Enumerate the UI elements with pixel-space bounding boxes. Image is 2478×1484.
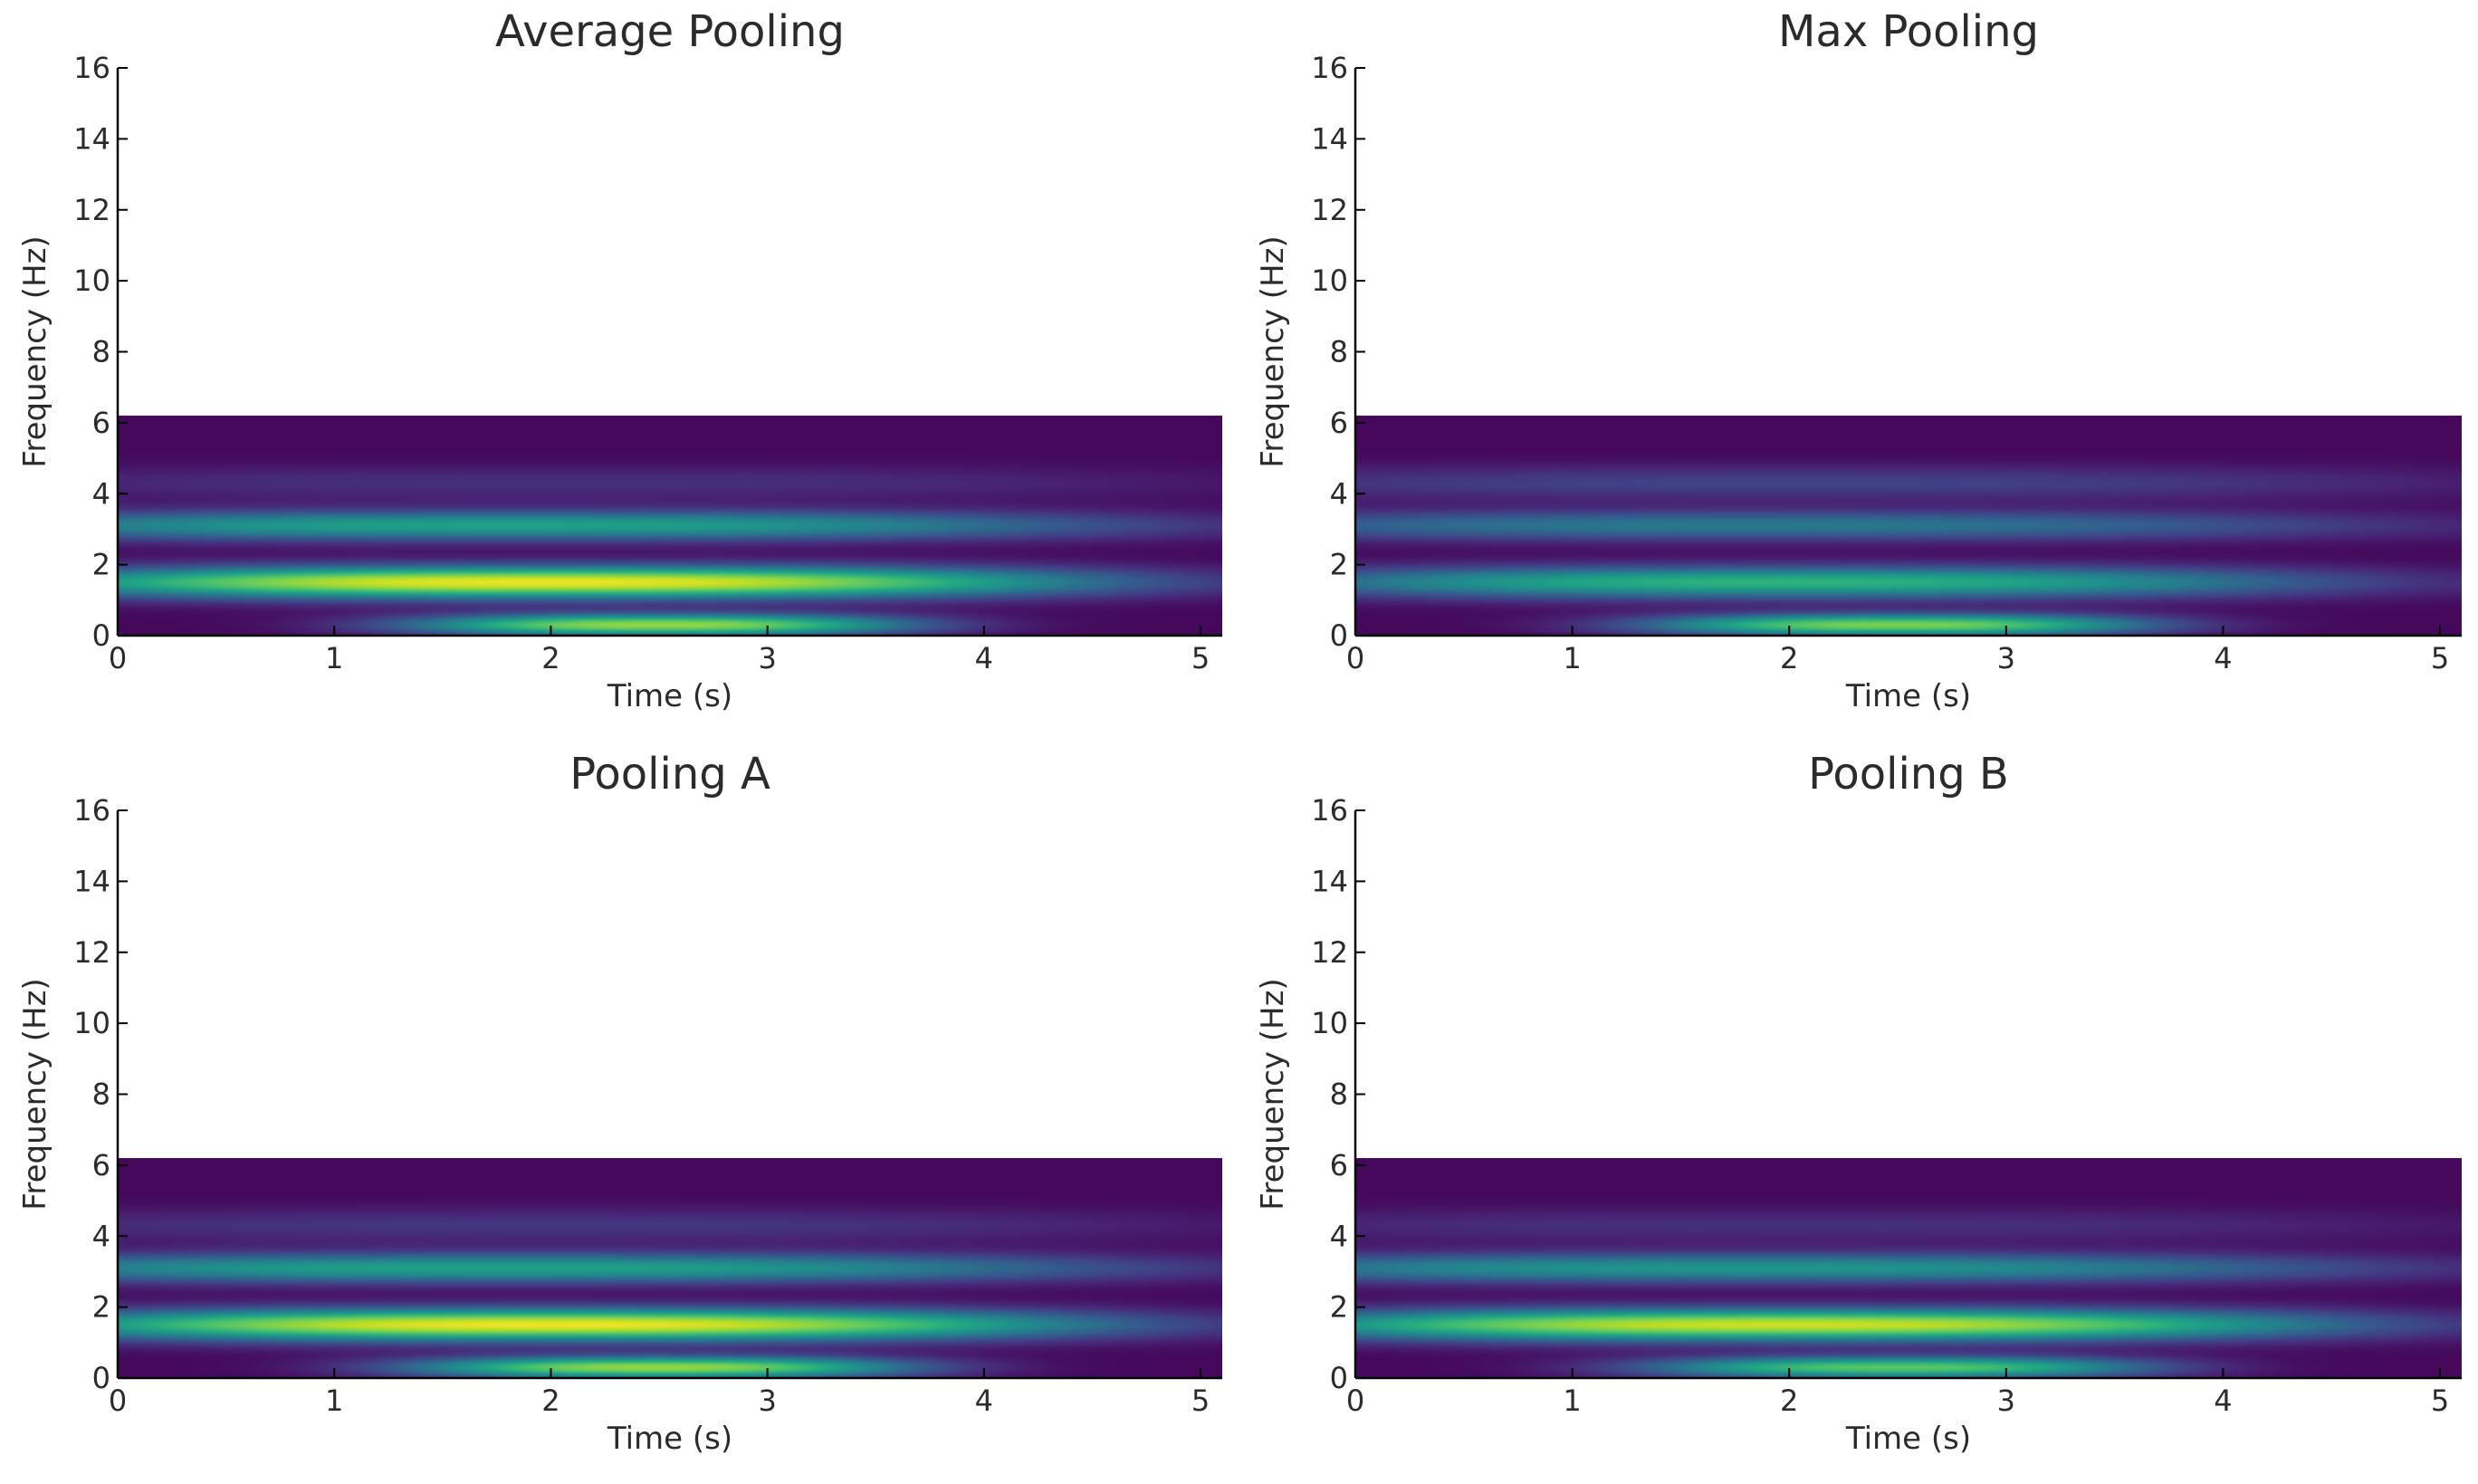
- x-axis-label: Time (s): [607, 678, 732, 714]
- y-tick-label: 16: [73, 51, 110, 85]
- x-tick-label: 2: [541, 1383, 560, 1418]
- y-axis-label: Frequency (Hz): [17, 235, 53, 467]
- chart-title: Pooling B: [1808, 749, 2009, 799]
- y-tick-label: 14: [1311, 864, 1348, 898]
- x-tick-label: 4: [2214, 1383, 2232, 1418]
- y-axis-label: Frequency (Hz): [17, 978, 53, 1210]
- y-tick-label: 10: [73, 263, 110, 298]
- x-tick-label: 4: [2214, 641, 2232, 675]
- x-tick-label: 4: [975, 641, 993, 675]
- chart-title: Max Pooling: [1778, 6, 2039, 57]
- y-tick-label: 8: [1330, 1077, 1348, 1112]
- y-tick-label: 12: [1311, 193, 1348, 227]
- spectrogram-heatmap: [1355, 1158, 2462, 1378]
- y-tick-label: 2: [1330, 1290, 1348, 1325]
- y-tick-label: 14: [73, 121, 110, 156]
- x-tick-label: 5: [1191, 1383, 1210, 1418]
- x-tick-label: 5: [2431, 641, 2449, 675]
- x-tick-label: 2: [541, 641, 560, 675]
- y-tick-label: 0: [92, 1361, 110, 1395]
- x-tick-label: 5: [2431, 1383, 2449, 1418]
- y-tick-label: 8: [92, 335, 110, 369]
- y-tick-label: 16: [1311, 51, 1348, 85]
- y-tick-label: 6: [1330, 1148, 1348, 1182]
- x-tick-label: 4: [975, 1383, 993, 1418]
- x-tick-label: 3: [758, 1383, 776, 1418]
- y-tick-label: 8: [1330, 335, 1348, 369]
- y-tick-label: 14: [73, 864, 110, 898]
- y-tick-label: 12: [1311, 935, 1348, 970]
- y-axis-label: Frequency (Hz): [1255, 978, 1291, 1210]
- x-tick-label: 3: [1997, 1383, 2015, 1418]
- x-tick-label: 0: [1346, 1383, 1364, 1418]
- x-tick-label: 3: [1997, 641, 2015, 675]
- x-tick-label: 1: [325, 641, 343, 675]
- y-tick-label: 0: [92, 618, 110, 653]
- x-tick-label: 2: [1780, 1383, 1798, 1418]
- y-tick-label: 2: [92, 548, 110, 582]
- y-tick-label: 12: [73, 193, 110, 227]
- y-tick-label: 4: [92, 476, 110, 511]
- x-tick-label: 0: [109, 641, 127, 675]
- y-tick-label: 12: [73, 935, 110, 970]
- x-tick-label: 1: [325, 1383, 343, 1418]
- y-tick-label: 2: [1330, 548, 1348, 582]
- y-tick-label: 16: [1311, 793, 1348, 828]
- x-tick-label: 1: [1563, 1383, 1581, 1418]
- y-tick-label: 4: [1330, 1219, 1348, 1253]
- y-tick-label: 8: [92, 1077, 110, 1112]
- x-tick-label: 0: [1346, 641, 1364, 675]
- x-axis-label: Time (s): [1845, 1421, 1971, 1457]
- x-tick-label: 0: [109, 1383, 127, 1418]
- spectrogram-heatmap: [1355, 416, 2462, 636]
- x-tick-label: 5: [1191, 641, 1210, 675]
- x-tick-label: 3: [758, 641, 776, 675]
- y-tick-label: 0: [1330, 618, 1348, 653]
- x-axis-label: Time (s): [1845, 678, 1971, 714]
- x-axis-label: Time (s): [607, 1421, 732, 1457]
- y-tick-label: 16: [73, 793, 110, 828]
- chart-title: Pooling A: [569, 749, 770, 799]
- y-tick-label: 6: [92, 406, 110, 440]
- y-tick-label: 6: [1330, 406, 1348, 440]
- y-tick-label: 0: [1330, 1361, 1348, 1395]
- y-axis-label: Frequency (Hz): [1255, 235, 1291, 467]
- y-tick-label: 6: [92, 1148, 110, 1182]
- y-tick-label: 10: [1311, 263, 1348, 298]
- chart-title: Average Pooling: [495, 6, 845, 57]
- y-tick-label: 10: [73, 1006, 110, 1040]
- y-tick-label: 4: [1330, 476, 1348, 511]
- x-tick-label: 2: [1780, 641, 1798, 675]
- spectrogram-heatmap: [118, 1158, 1222, 1378]
- y-tick-label: 14: [1311, 121, 1348, 156]
- y-tick-label: 2: [92, 1290, 110, 1325]
- y-tick-label: 4: [92, 1219, 110, 1253]
- y-tick-label: 10: [1311, 1006, 1348, 1040]
- spectrogram-heatmap: [118, 416, 1222, 636]
- x-tick-label: 1: [1563, 641, 1581, 675]
